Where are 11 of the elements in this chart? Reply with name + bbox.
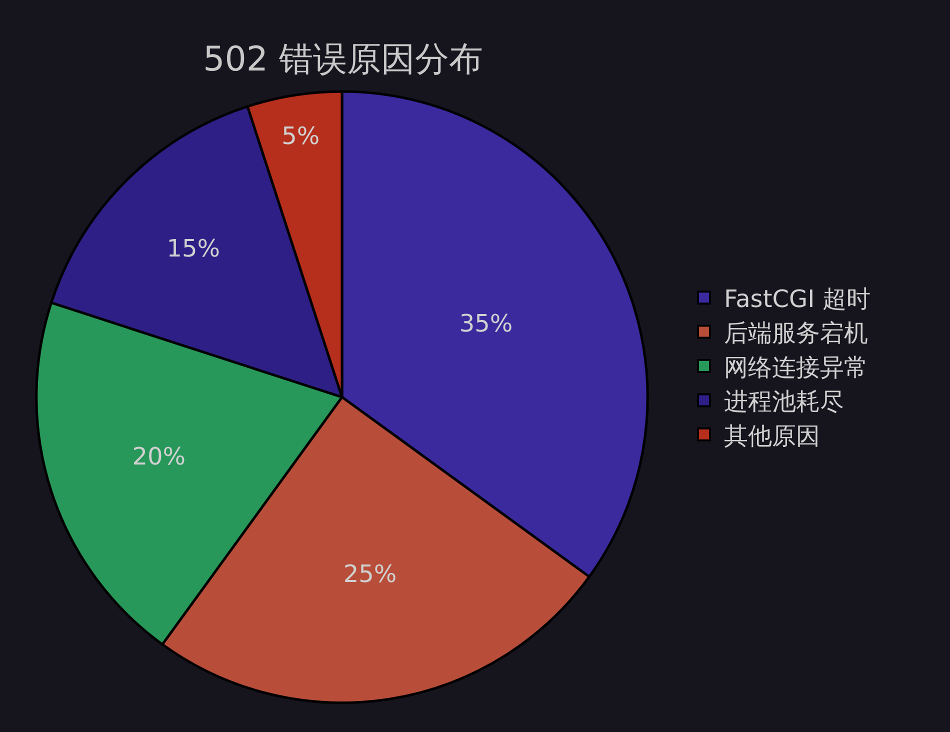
legend-label: 网络连接异常 <box>724 353 868 382</box>
legend-label: 进程池耗尽 <box>724 388 844 416</box>
legend-label: 其他原因 <box>724 422 820 450</box>
data-label: 25% <box>343 560 397 588</box>
data-label: 5% <box>282 122 320 150</box>
data-label: 15% <box>166 234 220 262</box>
data-label: 35% <box>459 310 513 338</box>
legend-label: 后端服务宕机 <box>724 319 868 348</box>
data-label: 20% <box>132 442 186 471</box>
chart-title: 502 错误原因分布 <box>203 39 483 80</box>
legend-label: FastCGI 超时 <box>724 284 870 313</box>
